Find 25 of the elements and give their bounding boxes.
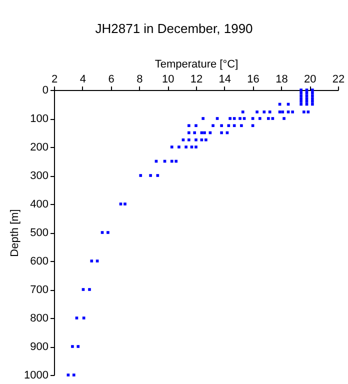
y-tick-label: 300	[30, 170, 48, 182]
x-tick-label: 2	[51, 74, 58, 86]
y-tick-label: 600	[30, 256, 48, 268]
x-tick-label: 14	[218, 74, 232, 86]
y-tick-label: 500	[30, 227, 48, 239]
x-tick-label: 20	[304, 74, 316, 86]
y-tick-label: 100	[30, 113, 48, 125]
x-tick-label: 6	[108, 74, 114, 86]
x-tick-label: 4	[80, 74, 86, 86]
y-tick-label: 900	[30, 341, 48, 353]
y-axis-title: Depth [m]	[9, 209, 22, 257]
y-tick-label: 1000	[24, 370, 48, 382]
x-tick-label: 16	[247, 74, 260, 86]
chart-title: JH2871 in December, 1990	[95, 21, 253, 36]
x-tick-label: 10	[162, 74, 174, 86]
y-tick-label: 400	[30, 198, 48, 210]
x-tick-label: 8	[136, 74, 143, 86]
y-tick-label: 700	[30, 284, 48, 296]
y-tick-label: 200	[30, 142, 48, 154]
x-axis-title: Temperature [°C]	[154, 58, 238, 70]
y-tick-label: 0	[42, 84, 48, 96]
x-tick-label: 12	[190, 74, 203, 86]
y-tick-label: 800	[30, 312, 48, 324]
x-tick-label: 18	[276, 74, 288, 86]
x-tick-label: 22	[332, 74, 345, 86]
